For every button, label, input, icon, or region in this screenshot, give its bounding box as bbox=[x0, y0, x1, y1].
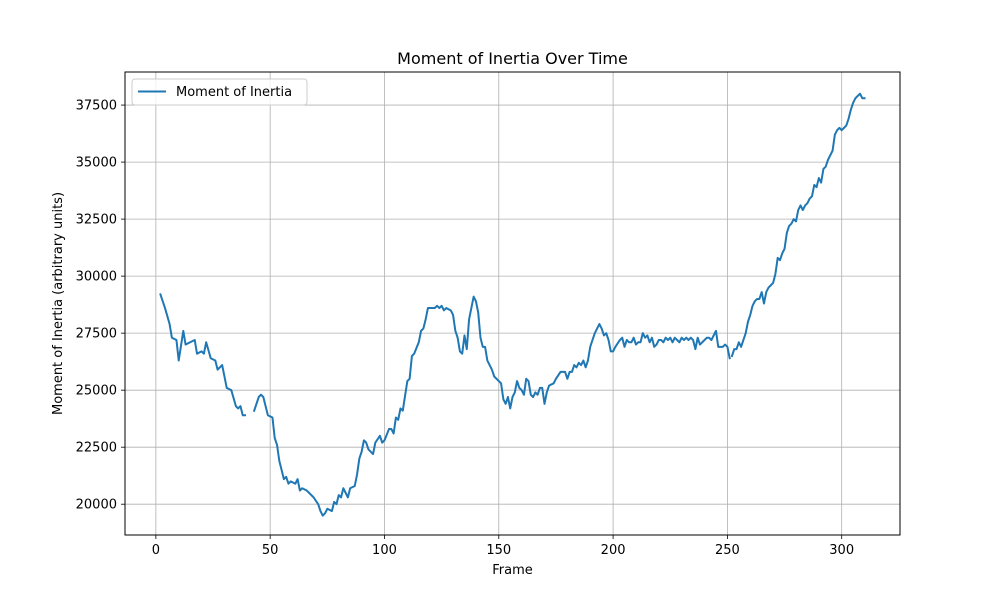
x-tick-label: 100 bbox=[372, 543, 397, 558]
x-tick-label: 200 bbox=[601, 543, 626, 558]
y-axis-ticks: 20000 22500 25000 27500 30000 32500 35000 37500 bbox=[76, 99, 125, 513]
x-axis-ticks: 0 50 100 150 200 250 300 bbox=[152, 535, 854, 558]
chart-title: Moment of Inertia Over Time bbox=[397, 49, 628, 68]
legend-box bbox=[131, 78, 308, 106]
y-tick-label: 22500 bbox=[76, 441, 117, 456]
y-tick-label: 20000 bbox=[76, 498, 117, 513]
legend-label: Moment of Inertia bbox=[176, 85, 292, 100]
series-layer bbox=[159, 92, 866, 517]
x-tick-label: 300 bbox=[829, 543, 854, 558]
series-line-segment bbox=[730, 92, 866, 358]
y-tick-label: 37500 bbox=[76, 99, 117, 114]
legend: Moment of Inertia bbox=[131, 78, 308, 106]
x-tick-label: 150 bbox=[486, 543, 511, 558]
x-tick-label: 0 bbox=[152, 543, 160, 558]
y-tick-label: 35000 bbox=[76, 156, 117, 171]
grid bbox=[125, 72, 900, 535]
y-tick-label: 27500 bbox=[76, 327, 117, 342]
y-tick-label: 32500 bbox=[76, 213, 117, 228]
x-tick-label: 250 bbox=[715, 543, 740, 558]
y-tick-label: 25000 bbox=[76, 384, 117, 399]
series-line-segment bbox=[252, 295, 731, 517]
y-tick-label: 30000 bbox=[76, 270, 117, 285]
y-axis-label: Moment of Inertia (arbitrary units) bbox=[51, 192, 66, 415]
x-tick-label: 50 bbox=[262, 543, 279, 558]
x-axis-label: Frame bbox=[492, 563, 533, 578]
series-line-segment bbox=[159, 293, 247, 417]
plot-area-frame bbox=[124, 71, 901, 536]
